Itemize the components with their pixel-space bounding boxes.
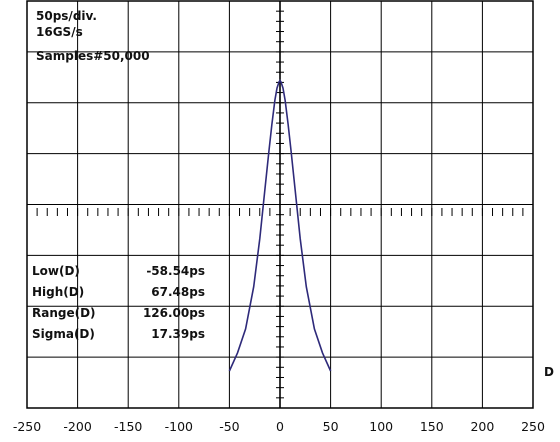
x-tick-label: 50 [323,419,339,434]
measure-value-sigma: 17.39ps [151,327,205,341]
timebase-label: 50ps/div. [36,9,97,23]
x-tick-label: 200 [470,419,494,434]
minor-ticks [36,10,524,399]
x-axis-tick-labels: -250 -200 -150 -100 -50 0 50 100 150 200 250 [13,419,545,434]
measure-label-range: Range(D) [32,306,96,320]
sample-rate-label: 16GS/s [36,25,83,39]
x-tick-label: -250 [13,419,41,434]
x-tick-label: -50 [219,419,239,434]
histogram-trace [228,79,332,372]
samples-label: Samples#50,000 [36,49,150,63]
channel-label: D [544,365,554,379]
measure-value-range: 126.00ps [143,306,205,320]
x-tick-label: 100 [369,419,393,434]
measure-label-high: High(D) [32,285,84,299]
x-tick-label: -150 [114,419,142,434]
x-tick-label: -100 [165,419,193,434]
measure-value-high: 67.48ps [151,285,205,299]
x-tick-label: -200 [63,419,91,434]
measure-value-low: -58.54ps [146,264,205,278]
measure-label-low: Low(D) [32,264,80,278]
measurement-readouts: Low(D) -58.54ps High(D) 67.48ps Range(D)… [32,264,205,341]
measure-label-sigma: Sigma(D) [32,327,95,341]
x-tick-label: 250 [521,419,545,434]
x-tick-label: 0 [276,419,284,434]
x-tick-label: 150 [420,419,444,434]
